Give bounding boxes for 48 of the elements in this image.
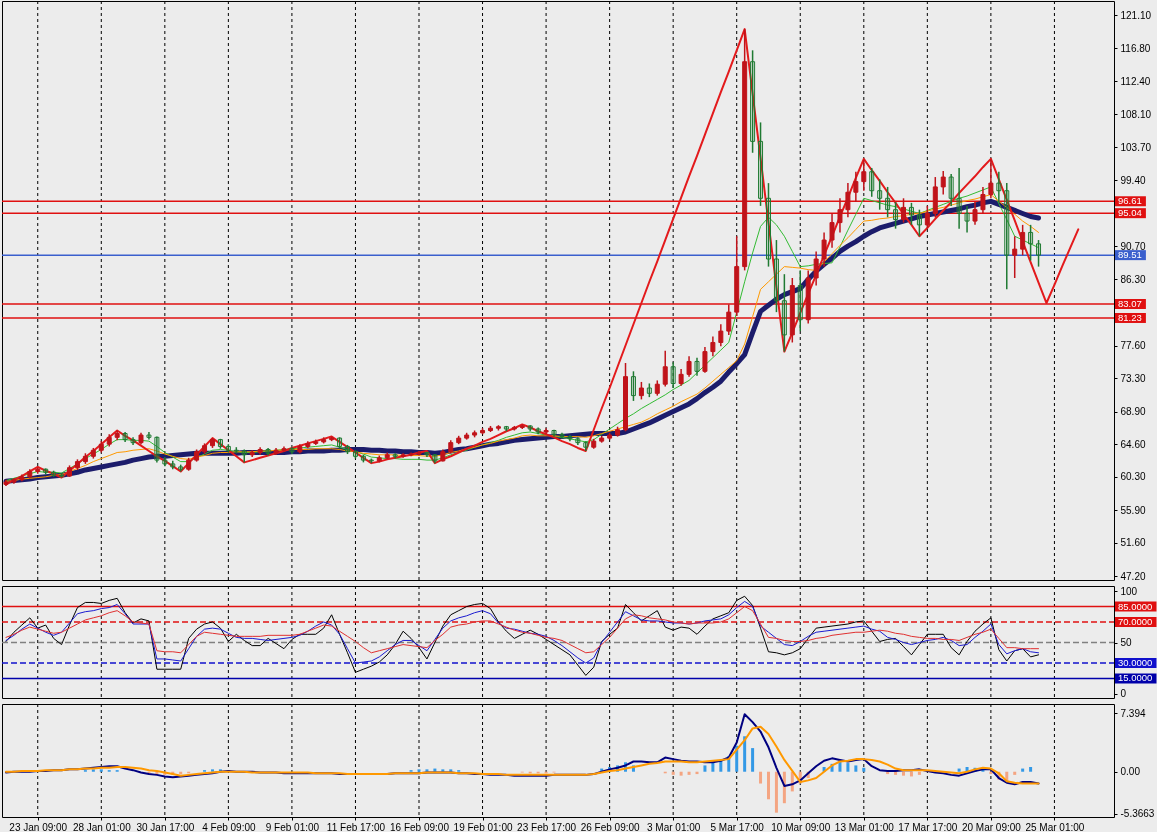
y-tick-label: 77.60 bbox=[1120, 340, 1146, 352]
x-tick-label: 26 Feb 09:00 bbox=[580, 821, 641, 832]
y-tick-label: 68.90 bbox=[1120, 406, 1146, 418]
y-tick-label: 0 bbox=[1120, 688, 1127, 700]
y-tick-label: 121.10 bbox=[1120, 9, 1152, 21]
x-tick-label: 28 Jan 01:00 bbox=[72, 821, 132, 832]
y-tick-label: 7.394 bbox=[1120, 708, 1146, 719]
ref-line-label: 70.0000 bbox=[1118, 615, 1153, 627]
y-tick-label: 47.20 bbox=[1120, 570, 1146, 582]
y-tick-label: 99.40 bbox=[1120, 174, 1146, 186]
ref-line-label: 85.0000 bbox=[1118, 600, 1153, 612]
x-tick-label: 5 Mar 17:00 bbox=[710, 821, 765, 832]
y-tick-label: 60.30 bbox=[1120, 471, 1146, 483]
y-tick-label: 116.80 bbox=[1120, 42, 1151, 54]
y-tick-label: 112.40 bbox=[1120, 75, 1151, 87]
x-tick-label: 19 Feb 01:00 bbox=[453, 821, 513, 832]
x-tick-label: 9 Feb 01:00 bbox=[265, 821, 320, 832]
y-tick-label: 51.60 bbox=[1120, 537, 1146, 549]
x-tick-label: 11 Feb 17:00 bbox=[326, 821, 386, 832]
y-tick-label: 86.30 bbox=[1120, 274, 1146, 285]
y-tick-label: 103.70 bbox=[1120, 141, 1152, 153]
y-tick-label: -5.3663 bbox=[1120, 808, 1155, 820]
x-tick-label: 13 Mar 01:00 bbox=[834, 821, 895, 832]
x-tick-label: 25 Mar 01:00 bbox=[1025, 821, 1085, 832]
x-tick-label: 10 Mar 09:00 bbox=[771, 821, 831, 832]
y-tick-label: 55.90 bbox=[1120, 504, 1146, 516]
x-tick-label: 16 Feb 09:00 bbox=[390, 821, 450, 832]
x-tick-label: 17 Mar 17:00 bbox=[898, 821, 958, 832]
ref-line-label: 83.07 bbox=[1118, 298, 1142, 310]
y-tick-label: 90.70 bbox=[1120, 240, 1146, 252]
ref-line-label: 89.51 bbox=[1118, 249, 1142, 261]
x-tick-label: 23 Feb 17:00 bbox=[517, 821, 577, 832]
ref-line-label: 15.0000 bbox=[1118, 672, 1153, 684]
x-tick-label: 3 Mar 01:00 bbox=[646, 821, 701, 832]
x-tick-label: 23 Jan 09:00 bbox=[9, 821, 68, 832]
ref-line-label: 96.61 bbox=[1118, 195, 1142, 207]
y-tick-label: 108.10 bbox=[1120, 108, 1152, 120]
y-tick-label: 73.30 bbox=[1120, 372, 1146, 384]
y-tick-label: 64.60 bbox=[1120, 438, 1146, 450]
x-tick-label: 30 Jan 17:00 bbox=[136, 821, 195, 832]
y-tick-label: 100 bbox=[1120, 585, 1138, 597]
x-tick-label: 20 Mar 09:00 bbox=[961, 821, 1022, 832]
y-tick-label: 50 bbox=[1120, 637, 1133, 649]
ref-line-label: 30.0000 bbox=[1118, 657, 1153, 669]
y-tick-label: 0.00 bbox=[1120, 766, 1141, 778]
x-tick-label: 4 Feb 09:00 bbox=[202, 821, 256, 832]
ref-line-label: 95.04 bbox=[1118, 207, 1142, 219]
ref-line-label: 81.23 bbox=[1118, 311, 1142, 323]
